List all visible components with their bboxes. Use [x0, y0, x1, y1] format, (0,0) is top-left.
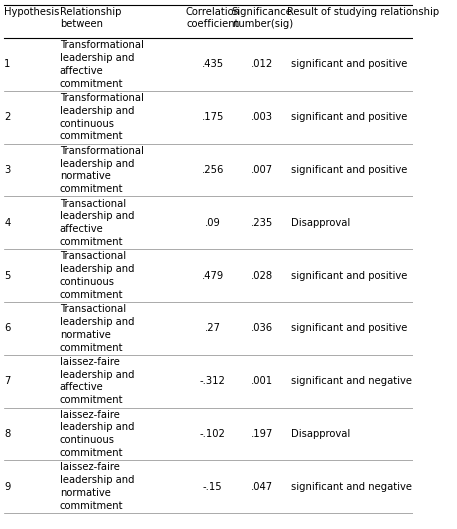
- Text: Disapproval: Disapproval: [291, 429, 351, 439]
- Text: Relationship
between: Relationship between: [60, 7, 121, 29]
- Text: -.15: -.15: [203, 482, 223, 492]
- Text: .001: .001: [251, 376, 273, 386]
- Text: Transformational
leadership and
affective
commitment: Transformational leadership and affectiv…: [60, 40, 144, 88]
- Text: 6: 6: [4, 323, 11, 333]
- Text: -.312: -.312: [200, 376, 226, 386]
- Text: .256: .256: [202, 165, 224, 175]
- Text: Transformational
leadership and
normative
commitment: Transformational leadership and normativ…: [60, 146, 144, 194]
- Text: .175: .175: [202, 112, 224, 122]
- Text: significant and positive: significant and positive: [291, 271, 408, 280]
- Text: .012: .012: [251, 59, 273, 69]
- Text: .028: .028: [251, 271, 273, 280]
- Text: Transactional
leadership and
affective
commitment: Transactional leadership and affective c…: [60, 198, 134, 247]
- Text: significant and positive: significant and positive: [291, 59, 408, 69]
- Text: significant and negative: significant and negative: [291, 376, 412, 386]
- Text: .479: .479: [202, 271, 224, 280]
- Text: laissez-faire
leadership and
normative
commitment: laissez-faire leadership and normative c…: [60, 462, 134, 511]
- Text: 9: 9: [4, 482, 11, 492]
- Text: significant and negative: significant and negative: [291, 482, 412, 492]
- Text: Transactional
leadership and
continuous
commitment: Transactional leadership and continuous …: [60, 251, 134, 300]
- Text: .197: .197: [251, 429, 273, 439]
- Text: .435: .435: [202, 59, 224, 69]
- Text: Transactional
leadership and
normative
commitment: Transactional leadership and normative c…: [60, 304, 134, 352]
- Text: .003: .003: [251, 112, 273, 122]
- Text: .235: .235: [251, 218, 273, 228]
- Text: Result of studying relationship: Result of studying relationship: [287, 7, 439, 17]
- Text: significant and positive: significant and positive: [291, 323, 408, 333]
- Text: Transformational
leadership and
continuous
commitment: Transformational leadership and continuo…: [60, 93, 144, 141]
- Text: .27: .27: [205, 323, 221, 333]
- Text: .09: .09: [205, 218, 221, 228]
- Text: laissez-faire
leadership and
affective
commitment: laissez-faire leadership and affective c…: [60, 357, 134, 405]
- Text: .047: .047: [251, 482, 273, 492]
- Text: 3: 3: [4, 165, 11, 175]
- Text: 7: 7: [4, 376, 11, 386]
- Text: Significance
number(sig): Significance number(sig): [232, 7, 293, 29]
- Text: Correlation
coefficient: Correlation coefficient: [185, 7, 240, 29]
- Text: 5: 5: [4, 271, 11, 280]
- Text: 2: 2: [4, 112, 11, 122]
- Text: -.102: -.102: [200, 429, 226, 439]
- Text: significant and positive: significant and positive: [291, 112, 408, 122]
- Text: Hypothesis: Hypothesis: [4, 7, 59, 17]
- Text: laissez-faire
leadership and
continuous
commitment: laissez-faire leadership and continuous …: [60, 409, 134, 458]
- Text: 4: 4: [4, 218, 11, 228]
- Text: significant and positive: significant and positive: [291, 165, 408, 175]
- Text: Disapproval: Disapproval: [291, 218, 351, 228]
- Text: 1: 1: [4, 59, 11, 69]
- Text: .007: .007: [251, 165, 273, 175]
- Text: 8: 8: [4, 429, 11, 439]
- Text: .036: .036: [251, 323, 273, 333]
